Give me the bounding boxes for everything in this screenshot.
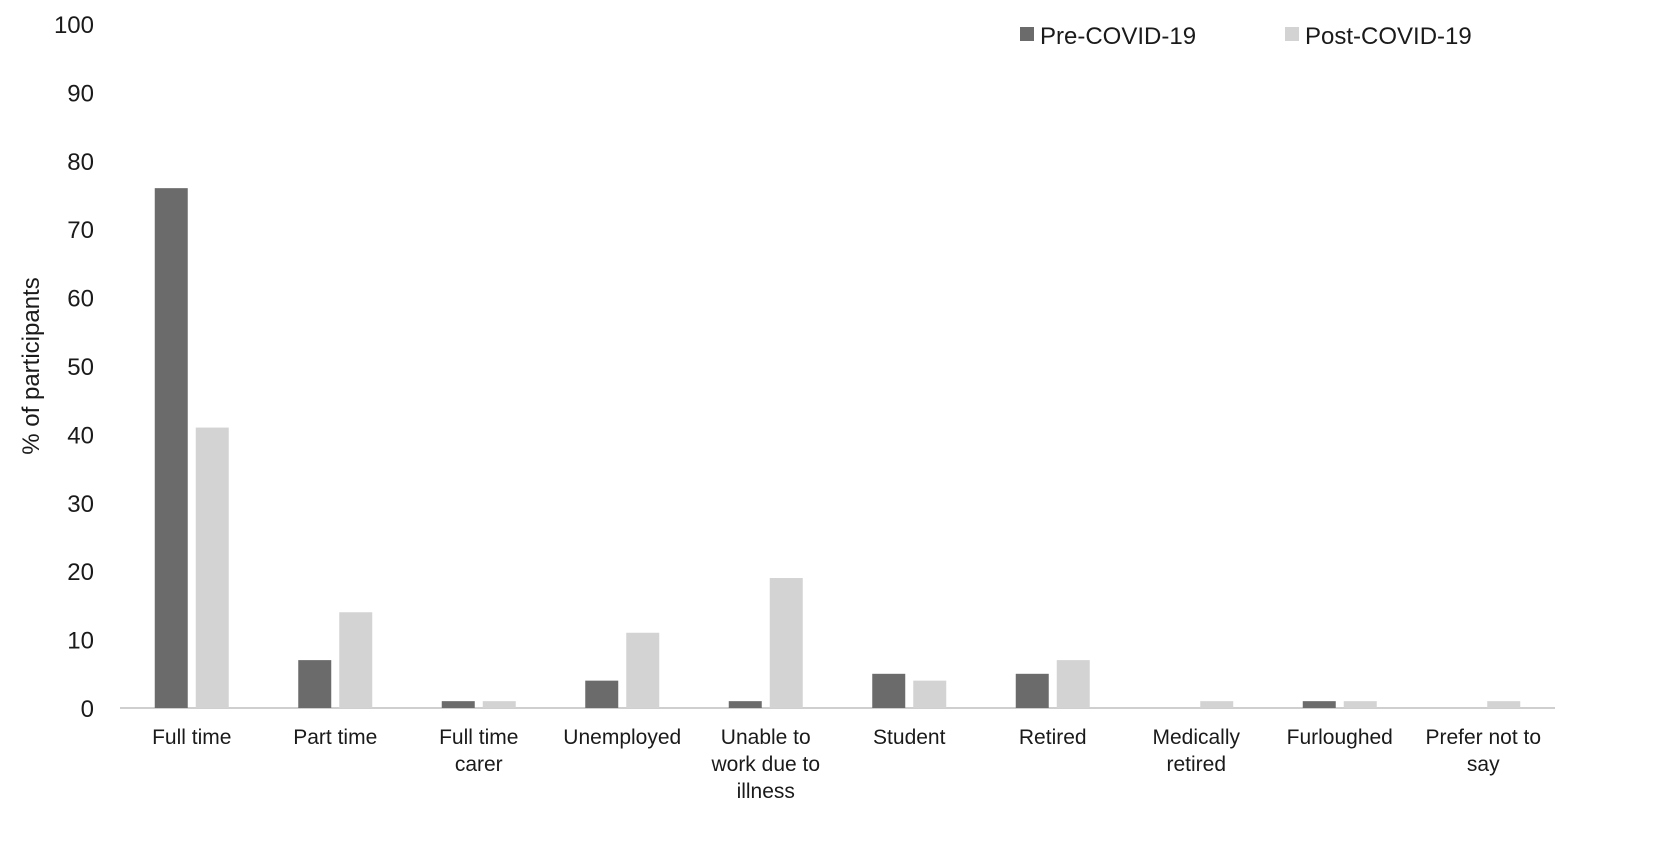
x-tick-label-line: Part time bbox=[293, 726, 377, 749]
bar-post-covid bbox=[626, 632, 660, 708]
bar-pre-covid bbox=[728, 701, 762, 708]
x-tick-label-line: Prefer not to bbox=[1425, 726, 1541, 749]
x-tick-label-line: carer bbox=[455, 753, 503, 776]
x-tick-label: Medically retired bbox=[1152, 726, 1240, 776]
x-tick-label-line: Medically bbox=[1152, 726, 1240, 749]
x-tick-label-line: Unemployed bbox=[563, 726, 681, 749]
x-tick-label: Full time bbox=[152, 726, 231, 749]
y-tick-label: 40 bbox=[67, 422, 94, 449]
y-tick-label: 80 bbox=[67, 149, 94, 176]
bar-pre-covid bbox=[872, 673, 906, 708]
y-tick-label: 90 bbox=[67, 80, 94, 107]
y-tick-label: 70 bbox=[67, 217, 94, 244]
y-tick-label: 10 bbox=[67, 628, 94, 655]
bar-post-covid bbox=[913, 680, 947, 708]
bar-pre-covid bbox=[298, 660, 332, 708]
y-tick-label: 0 bbox=[81, 696, 94, 723]
x-tick-label: Prefer not to say bbox=[1425, 726, 1541, 776]
bar-pre-covid bbox=[441, 701, 475, 708]
y-tick-label: 50 bbox=[67, 354, 94, 381]
x-tick-label: Retired bbox=[1019, 726, 1087, 749]
x-tick-label: Full time carer bbox=[439, 726, 518, 776]
bar-post-covid bbox=[339, 612, 373, 708]
x-tick-label-line: Full time bbox=[439, 726, 518, 749]
x-axis-labels: Full time Part time Full time carer Unemploy… bbox=[152, 726, 1541, 803]
legend-swatch bbox=[1285, 27, 1299, 41]
bar-post-covid bbox=[1487, 701, 1521, 708]
bar-post-covid bbox=[482, 701, 516, 708]
y-tick-label: 30 bbox=[67, 491, 94, 518]
legend-label: Pre-COVID-19 bbox=[1040, 23, 1196, 50]
bar-pre-covid bbox=[585, 680, 619, 708]
x-tick-label-line: work due to bbox=[710, 753, 820, 776]
x-tick-label-line: Retired bbox=[1019, 726, 1087, 749]
y-tick-label: 20 bbox=[67, 559, 94, 586]
bar-post-covid bbox=[1056, 660, 1090, 708]
bar-post-covid bbox=[769, 578, 803, 708]
x-tick-label: Unable to work due to illness bbox=[710, 726, 820, 803]
bar-post-covid bbox=[1200, 701, 1234, 708]
y-axis-title: % of participants bbox=[18, 277, 45, 454]
x-tick-label-line: Furloughed bbox=[1287, 726, 1393, 749]
legend: Pre-COVID-19 Post-COVID-19 bbox=[1020, 23, 1472, 50]
x-tick-label-line: Student bbox=[873, 726, 946, 749]
bar-pre-covid bbox=[1302, 701, 1336, 708]
x-tick-label-line: retired bbox=[1166, 753, 1226, 776]
bar-post-covid bbox=[1343, 701, 1377, 708]
bar-pre-covid bbox=[154, 188, 188, 708]
legend-swatch bbox=[1020, 27, 1034, 41]
x-tick-label-line: illness bbox=[737, 780, 795, 803]
bar-pre-covid bbox=[1015, 673, 1049, 708]
x-tick-label-line: Full time bbox=[152, 726, 231, 749]
x-tick-label: Part time bbox=[293, 726, 377, 749]
x-tick-label-line: Unable to bbox=[721, 726, 811, 749]
bars bbox=[154, 188, 1521, 708]
y-tick-label: 100 bbox=[54, 12, 94, 39]
y-tick-label: 60 bbox=[67, 286, 94, 313]
x-tick-label: Furloughed bbox=[1287, 726, 1393, 749]
x-tick-label-line: say bbox=[1467, 753, 1500, 776]
bar-post-covid bbox=[195, 427, 229, 708]
x-tick-label: Student bbox=[873, 726, 946, 749]
x-tick-label: Unemployed bbox=[563, 726, 681, 749]
legend-label: Post-COVID-19 bbox=[1305, 23, 1472, 50]
y-axis-ticks: 0 10 20 30 40 50 60 70 80 90 100 bbox=[54, 12, 94, 723]
